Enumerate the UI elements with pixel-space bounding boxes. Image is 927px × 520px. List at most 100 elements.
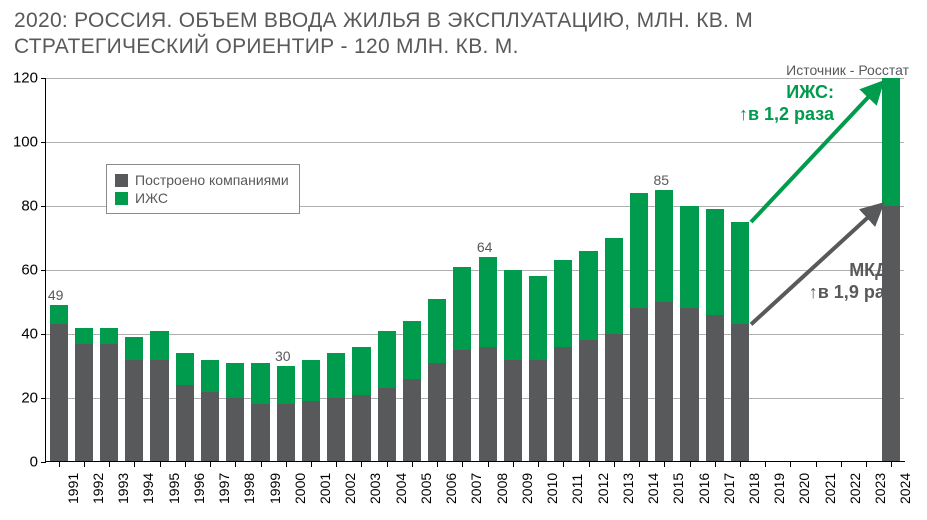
xtick-mark	[765, 462, 766, 467]
bar-companies	[125, 360, 143, 462]
bar-izhs	[655, 190, 673, 302]
bar-companies	[226, 398, 244, 462]
bar-companies	[176, 385, 194, 462]
xtick-label: 1991	[65, 473, 81, 504]
xtick-label: 2005	[418, 473, 434, 504]
bar-companies	[428, 363, 446, 462]
callout-mkd-line1: МКД:	[809, 260, 894, 282]
xtick-mark	[462, 462, 463, 467]
xtick-label: 2001	[317, 473, 333, 504]
bar-izhs	[176, 353, 194, 385]
bar-companies	[150, 360, 168, 462]
ytick-label: 20	[0, 390, 38, 407]
xtick-label: 2008	[494, 473, 510, 504]
callout-izhs-line2: ↑в 1,2 раза	[739, 104, 834, 126]
bar-total-label: 64	[477, 239, 493, 255]
bar-companies	[251, 404, 269, 462]
xtick-label: 2010	[544, 473, 560, 504]
bar-izhs	[706, 209, 724, 315]
bar-izhs	[226, 363, 244, 398]
xtick-mark	[185, 462, 186, 467]
bar-companies	[100, 344, 118, 462]
bar-companies	[579, 340, 597, 462]
bar-companies	[327, 398, 345, 462]
bar-izhs	[453, 267, 471, 350]
xtick-mark	[790, 462, 791, 467]
xtick-mark	[538, 462, 539, 467]
xtick-label: 2019	[771, 473, 787, 504]
xtick-label: 2003	[367, 473, 383, 504]
ytick-label: 60	[0, 262, 38, 279]
xtick-label: 1995	[166, 473, 182, 504]
bar-izhs	[882, 78, 900, 206]
chart-title-line2: СТРАТЕГИЧЕСКИЙ ОРИЕНТИР - 120 МЛН. КВ. М…	[14, 34, 913, 60]
bar-companies	[655, 302, 673, 462]
bar-companies	[882, 206, 900, 462]
xtick-label: 1996	[191, 473, 207, 504]
bar-izhs	[352, 347, 370, 395]
ytick-label: 0	[0, 454, 38, 471]
bar-izhs	[277, 366, 295, 404]
x-axis	[45, 461, 905, 462]
ytick-label: 120	[0, 70, 38, 87]
bar-izhs	[605, 238, 623, 334]
xtick-mark	[740, 462, 741, 467]
xtick-mark	[84, 462, 85, 467]
ytick-mark	[41, 462, 46, 463]
bar-total-label: 49	[48, 287, 64, 303]
xtick-mark	[664, 462, 665, 467]
grid-line	[46, 78, 904, 79]
xtick-mark	[639, 462, 640, 467]
xtick-mark	[412, 462, 413, 467]
xtick-mark	[261, 462, 262, 467]
bar-izhs	[554, 260, 572, 346]
chart-legend: Построено компаниями ИЖС	[106, 164, 300, 214]
xtick-mark	[891, 462, 892, 467]
bar-izhs	[75, 328, 93, 344]
ytick-label: 80	[0, 198, 38, 215]
xtick-mark	[361, 462, 362, 467]
bar-companies	[453, 350, 471, 462]
grid-line	[46, 270, 904, 271]
legend-label-companies: Построено компаниями	[135, 172, 289, 188]
bar-companies	[680, 308, 698, 462]
bar-izhs	[479, 257, 497, 347]
bar-companies	[50, 324, 68, 462]
legend-swatch-companies	[115, 174, 128, 187]
xtick-label: 2020	[796, 473, 812, 504]
chart-area: 0204060801001201991199219931994199519961…	[46, 78, 904, 462]
bar-izhs	[630, 193, 648, 308]
xtick-mark	[437, 462, 438, 467]
bar-izhs	[378, 331, 396, 389]
xtick-mark	[311, 462, 312, 467]
xtick-label: 1999	[267, 473, 283, 504]
xtick-label: 2013	[620, 473, 636, 504]
xtick-label: 2002	[342, 473, 358, 504]
ytick-label: 40	[0, 326, 38, 343]
xtick-mark	[513, 462, 514, 467]
xtick-label: 2017	[721, 473, 737, 504]
xtick-mark	[59, 462, 60, 467]
xtick-mark	[286, 462, 287, 467]
xtick-label: 1994	[140, 473, 156, 504]
xtick-label: 2014	[645, 473, 661, 504]
xtick-label: 1998	[241, 473, 257, 504]
y-axis	[45, 78, 46, 462]
xtick-label: 1993	[115, 473, 131, 504]
bar-companies	[554, 347, 572, 462]
xtick-label: 2021	[822, 473, 838, 504]
bar-companies	[605, 334, 623, 462]
xtick-label: 2018	[746, 473, 762, 504]
bar-izhs	[731, 222, 749, 324]
legend-item: ИЖС	[115, 189, 289, 207]
bar-izhs	[428, 299, 446, 363]
bar-izhs	[201, 360, 219, 392]
xtick-mark	[336, 462, 337, 467]
xtick-mark	[866, 462, 867, 467]
xtick-mark	[690, 462, 691, 467]
xtick-mark	[134, 462, 135, 467]
xtick-label: 2006	[443, 473, 459, 504]
xtick-mark	[614, 462, 615, 467]
legend-item: Построено компаниями	[115, 171, 289, 189]
bar-companies	[731, 324, 749, 462]
